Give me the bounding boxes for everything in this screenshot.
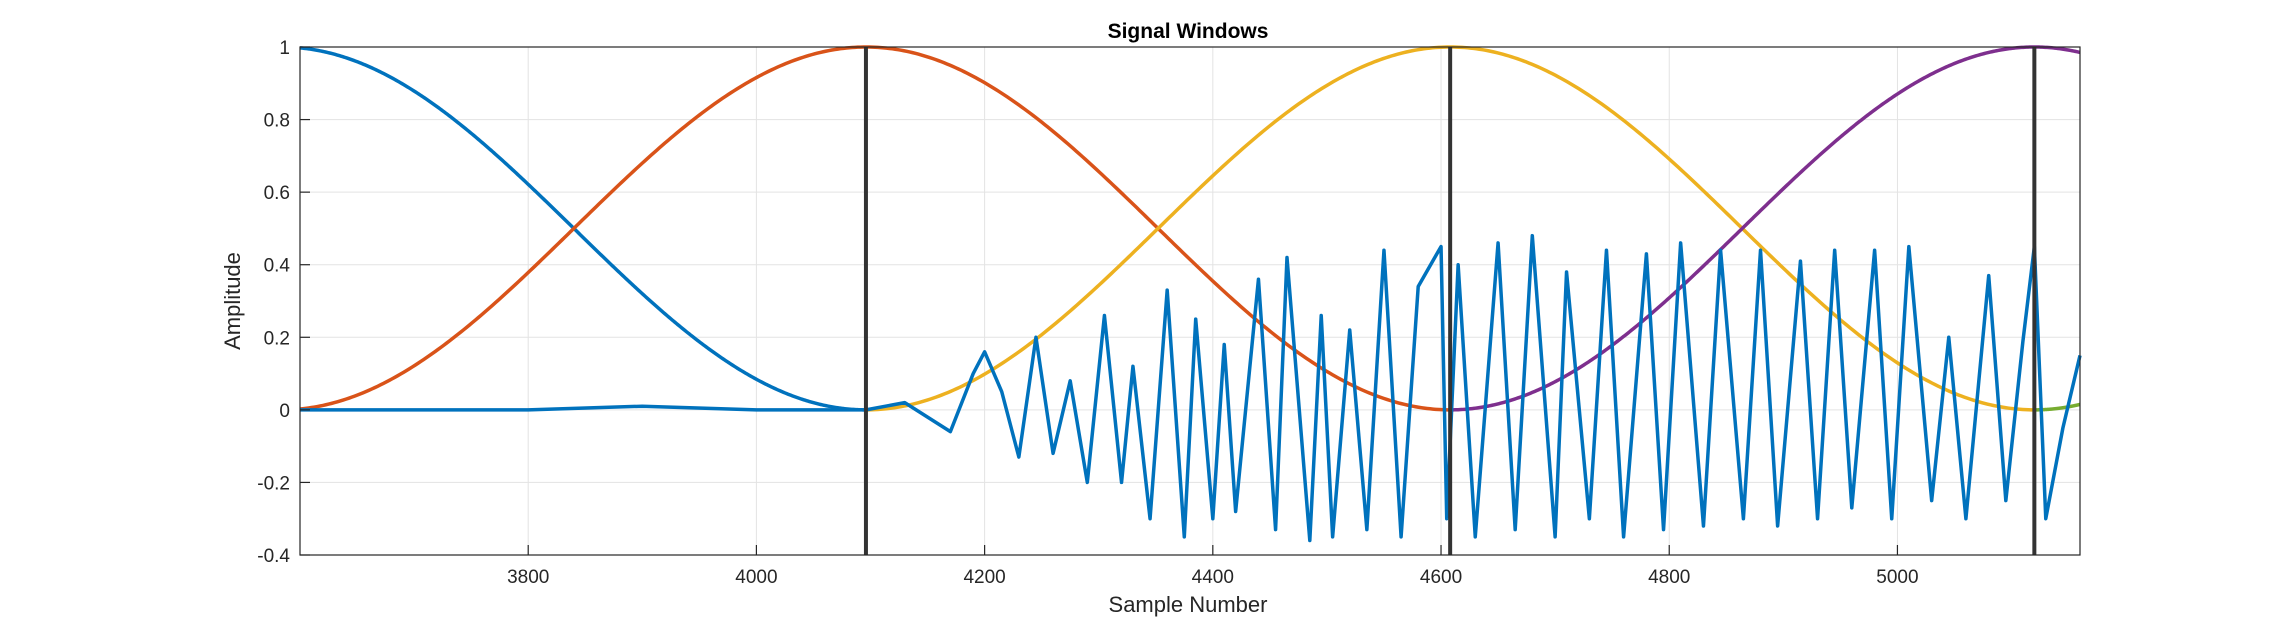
plot-frame (299, 46, 2081, 556)
x-tick-label-1: 4000 (735, 567, 777, 588)
x-tick-label-0: 3800 (507, 567, 549, 588)
y-tick-label-5: 0.6 (264, 183, 290, 204)
window-curve-3 (1450, 45, 2081, 412)
y-tick-label-3: 0.2 (264, 328, 290, 349)
window-boundaries (863, 47, 2037, 555)
y-tick-label-4: 0.4 (264, 256, 291, 277)
y-axis-label: Amplitude (220, 252, 245, 350)
x-axis-ticks: 3800 4000 4200 4400 4600 4800 5000 (507, 545, 1919, 588)
y-tick-label-2: 0 (279, 401, 290, 422)
y-tick-label-6: 0.8 (264, 111, 290, 132)
y-tick-label-1: -0.2 (257, 473, 290, 494)
x-tick-label-4: 4600 (1420, 567, 1462, 588)
chart-title: Signal Windows (1108, 20, 1269, 43)
window-curve-0 (299, 46, 866, 412)
signal-line (300, 233, 2082, 543)
y-tick-label-0: -0.4 (257, 546, 290, 567)
plot-area (300, 47, 2080, 555)
y-axis-ticks: -0.4 -0.2 0 0.2 0.4 0.6 0.8 1 (257, 38, 310, 567)
x-tick-label-2: 4200 (963, 567, 1005, 588)
signal-series (300, 233, 2082, 543)
x-tick-label-5: 4800 (1648, 567, 1690, 588)
grid (300, 46, 2080, 556)
x-tick-label-3: 4400 (1192, 567, 1234, 588)
x-tick-label-6: 5000 (1876, 567, 1918, 588)
x-axis-label: Sample Number (1109, 592, 1268, 617)
y-tick-label-7: 1 (279, 38, 290, 59)
